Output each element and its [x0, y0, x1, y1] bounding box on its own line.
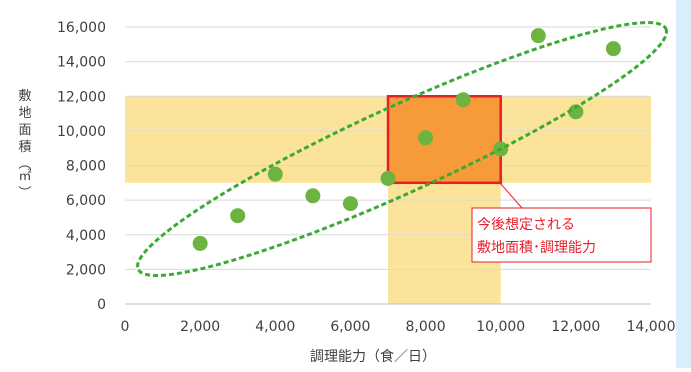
y-tick-label: 16,000 — [57, 20, 106, 36]
y-axis-label: 敷地面積（㎡） — [16, 89, 32, 199]
y-tick-label: 14,000 — [57, 55, 106, 71]
trend-ellipse-shape — [136, 21, 668, 277]
trend-ellipse — [136, 21, 668, 277]
data-point — [267, 166, 283, 182]
y-tick-label: 10,000 — [57, 124, 106, 140]
chart-svg: 0 2,000 4,000 6,000 8,000 10,000 12,000 14,000 … — [16, 20, 676, 365]
annotation-line-2: 敷地面積･調理能力 — [477, 240, 596, 256]
data-points — [192, 28, 621, 251]
y-tick-label: 4,000 — [66, 228, 106, 244]
x-tick-label: 12,000 — [551, 319, 600, 335]
data-point — [455, 92, 471, 108]
x-tick-label: 8,000 — [406, 319, 446, 335]
x-tick-label: 6,000 — [330, 319, 370, 335]
x-tick-labels: 0 2,000 4,000 6,000 8,000 10,000 12,000 14,000 — [121, 319, 676, 335]
highlight-region — [386, 95, 502, 185]
data-point — [605, 41, 621, 57]
y-axis-label-char: 地 — [18, 106, 31, 121]
callout-leader-line — [499, 182, 523, 209]
callout-box — [471, 207, 652, 263]
data-point — [305, 188, 321, 204]
data-point — [230, 208, 246, 224]
data-point — [418, 130, 434, 146]
y-tick-label: 12,000 — [57, 89, 106, 105]
y-tick-labels: 0 2,000 4,000 6,000 8,000 10,000 12,000 14,000 1… — [57, 20, 106, 313]
y-axis-label-char: 面 — [18, 123, 31, 138]
data-point — [568, 104, 584, 120]
y-axis-label-char: 敷 — [18, 89, 31, 104]
side-strip — [676, 0, 691, 368]
x-tick-label: 14,000 — [627, 319, 676, 335]
y-tick-label: 2,000 — [66, 262, 106, 278]
x-tick-label: 10,000 — [476, 319, 525, 335]
data-point — [342, 196, 358, 212]
x-tick-label: 4,000 — [255, 319, 295, 335]
y-axis-label-char: ㎡ — [18, 169, 31, 184]
y-tick-label: 8,000 — [66, 159, 106, 175]
highlight-box — [386, 95, 502, 185]
y-axis-label-char: 積 — [18, 140, 31, 155]
x-axis-label: 調理能力（食／日） — [310, 348, 436, 365]
data-point — [530, 28, 546, 44]
x-tick-label: 2,000 — [180, 319, 220, 335]
y-tick-label: 0 — [97, 297, 106, 313]
annotation-line-1: 今後想定される — [477, 217, 575, 233]
data-point — [380, 170, 396, 186]
annotation-callout: 今後想定される 敷地面積･調理能力 — [471, 182, 652, 263]
y-axis-label-char: （ — [16, 156, 31, 169]
data-point — [192, 235, 208, 251]
y-tick-label: 6,000 — [66, 193, 106, 209]
x-tick-label: 0 — [121, 319, 130, 335]
gridlines — [125, 26, 651, 270]
y-axis-label-char: ） — [16, 185, 31, 198]
